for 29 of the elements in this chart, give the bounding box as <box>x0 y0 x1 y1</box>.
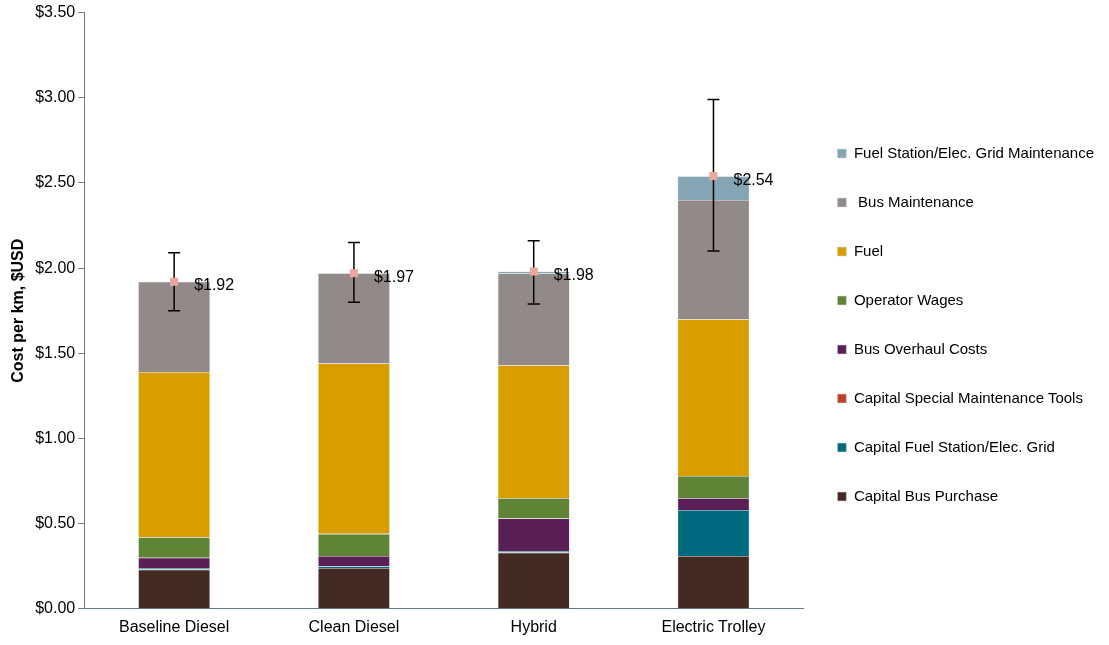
y-tick-label: $1.00 <box>35 428 76 446</box>
data-label: $1.92 <box>194 276 235 294</box>
x-tick-label: Baseline Diesel <box>118 617 230 635</box>
point <box>349 269 358 278</box>
x-tick-label: Hybrid <box>510 617 557 635</box>
y-tick-label: $3.00 <box>35 88 76 106</box>
legend-label: Fuel <box>853 241 884 259</box>
y-tick-label: $0.00 <box>35 599 76 617</box>
point <box>529 267 538 276</box>
legend-label: Fuel Station/Elec. Grid Maintenance <box>853 143 1094 161</box>
y-axis-title: Cost per km, $USD <box>9 238 27 383</box>
data-label: $2.54 <box>733 170 774 188</box>
y-tick-label: $0.50 <box>35 514 76 532</box>
data-label: $1.97 <box>373 267 415 285</box>
legend-label: Operator Wages <box>853 290 964 308</box>
y-tick-label: $3.50 <box>35 3 76 21</box>
legend-label: Capital Bus Purchase <box>853 486 999 504</box>
legend-label: Capital Fuel Station/Elec. Grid <box>853 437 1055 455</box>
y-tick-label: $1.50 <box>35 343 76 361</box>
point <box>170 277 179 286</box>
x-tick-label: Electric Trolley <box>661 617 766 635</box>
data-label: $1.98 <box>553 265 594 283</box>
y-tick-label: $2.00 <box>35 258 76 276</box>
point <box>709 172 718 181</box>
legend-label: Bus Maintenance <box>853 192 974 210</box>
legend-label: Capital Special Maintenance Tools <box>853 388 1083 406</box>
y-tick-label: $2.50 <box>35 173 76 191</box>
x-tick-label: Clean Diesel <box>308 617 400 635</box>
legend-label: Bus Overhaul Costs <box>853 339 988 357</box>
